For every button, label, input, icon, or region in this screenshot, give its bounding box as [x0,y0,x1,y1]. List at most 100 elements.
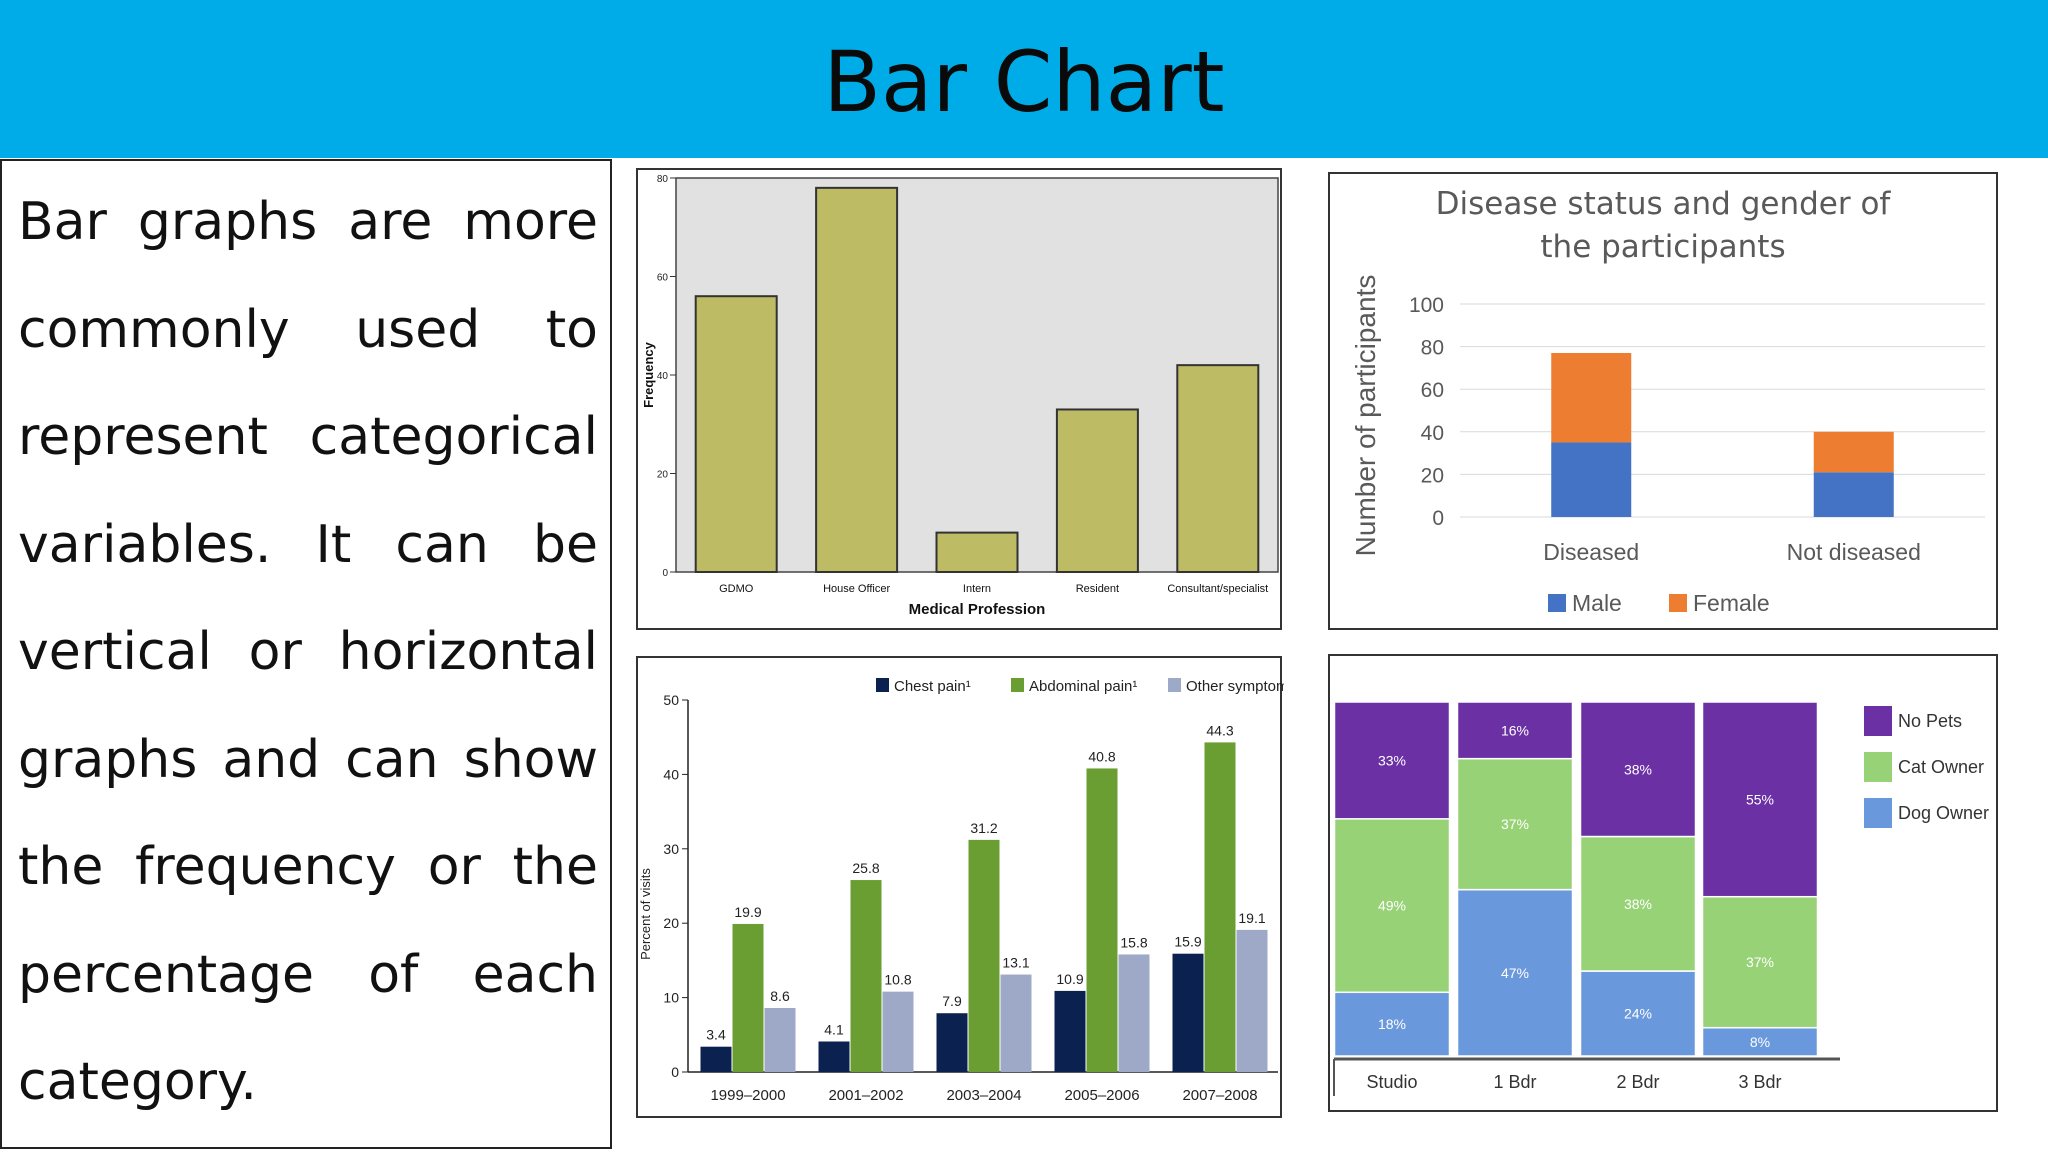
y-tick-label: 20 [663,915,679,931]
bar-abdominal-pain-2 [968,839,1000,1072]
y-axis-label: Frequency [641,341,656,408]
data-label: 19.1 [1238,910,1265,926]
y-tick-label: 50 [663,692,679,708]
y-tick-label: 40 [1421,422,1444,445]
data-label: 7.9 [942,993,962,1009]
data-label: 40.8 [1088,748,1115,764]
y-tick-label: 40 [657,371,669,382]
segment-dog-owner-2 [1579,970,1697,1057]
x-tick-label: 2001–2002 [828,1087,903,1104]
segment-no-pets-3 [1701,701,1819,898]
y-tick-label: 20 [1421,464,1444,487]
y-tick-label: 40 [663,766,679,782]
y-tick-label: 20 [657,470,669,481]
x-tick-label: House Officer [823,583,890,595]
x-tick-label: 2007–2008 [1182,1087,1257,1104]
bar-chest-pain-1 [818,1041,850,1072]
bar-other-symptoms-3 [1118,954,1150,1072]
chart-pet-ownership-svg: 18% 49% 33% Studio 47% 37% 16% 1 Bdr 24% 38% 38% 2 … [1333,701,1989,1096]
legend-swatch-2 [1168,678,1181,692]
segment-no-pets-2 [1579,701,1697,838]
segment-label: 24% [1624,1006,1652,1022]
bar-female-diseased [1551,352,1632,443]
data-label: 10.8 [884,972,911,988]
bar-abdominal-pain-3 [1086,768,1118,1072]
y-tick-label: 100 [1409,294,1444,317]
x-tick-label: Studio [1366,1072,1417,1092]
chart-medical-profession-svg: 0 20 40 60 80 GDMO House Officer Intern Resident… [641,174,1279,618]
body-text: Bar graphs are more commonly used to rep… [18,192,598,1112]
y-tick-label: 0 [662,568,668,579]
legend-label-2: Other symptoms¹ [1186,678,1284,695]
chart-title-line-1: Disease status and gender of [1436,186,1892,222]
segment-no-pets-0 [1333,701,1451,820]
chart-disease-status: Disease status and gender of the particip… [1328,172,1998,630]
x-axis-label: Medical Profession [909,601,1046,618]
text-box: Bar graphs are more commonly used to rep… [0,159,612,1149]
slide-title: Bar Chart [823,33,1225,131]
legend-label-1: Abdominal pain¹ [1029,678,1137,695]
legend-label-dog-owner: Dog Owner [1898,803,1989,823]
segment-label: 18% [1378,1016,1406,1032]
y-tick-label: 0 [671,1064,679,1080]
data-label: 19.9 [734,904,761,920]
legend-swatch-0 [876,678,889,692]
bar-other-symptoms-1 [882,991,914,1072]
bar-abdominal-pain-0 [732,923,764,1072]
bar-consultant-specialist [1176,364,1260,573]
data-label: 10.9 [1056,971,1083,987]
chart-pet-ownership: 18% 49% 33% Studio 47% 37% 16% 1 Bdr 24% 38% 38% 2 … [1328,654,1998,1112]
segment-label: 47% [1501,965,1529,981]
x-tick-label: Intern [963,583,991,595]
data-label: 15.8 [1120,934,1147,950]
legend-swatch-cat-owner [1864,752,1892,782]
bar-intern [935,531,1019,574]
chart-percent-visits: 0 10 20 30 40 50 3.4 19.9 8.6 1999–2000 4.1 25.8 10.… [636,656,1284,1118]
y-axis-label: Percent of visits [638,868,653,960]
bar-resident [1055,408,1139,573]
chart-title-line-2: the participants [1540,229,1785,265]
data-label: 13.1 [1002,955,1029,971]
x-tick-label: Consultant/specialist [1167,583,1268,595]
bar-other-symptoms-2 [1000,974,1032,1072]
x-tick-label: 2 Bdr [1616,1072,1659,1092]
y-axis-label: Number of participants [1350,275,1381,557]
legend-swatch-dog-owner [1864,798,1892,828]
x-tick-label: GDMO [719,583,754,595]
legend-label-no-pets: No Pets [1898,711,1962,731]
segment-no-pets-1 [1456,701,1574,760]
y-tick-label: 0 [1432,507,1444,530]
bar-chest-pain-0 [700,1046,732,1072]
segment-dog-owner-0 [1333,991,1451,1057]
segment-cat-owner-1 [1456,757,1574,891]
legend-swatch-1 [1011,678,1024,692]
chart-medical-profession: 0 20 40 60 80 GDMO House Officer Intern Resident… [636,168,1282,630]
segment-label: 33% [1378,752,1406,768]
legend-label-cat-owner: Cat Owner [1898,757,1984,777]
y-tick-label: 60 [657,273,669,284]
segment-label: 38% [1624,761,1652,777]
x-tick-label: Diseased [1543,539,1639,565]
bar-chest-pain-2 [936,1013,968,1072]
bar-house-officer [815,186,899,573]
bar-abdominal-pain-4 [1204,742,1236,1072]
data-label: 8.6 [770,988,790,1004]
x-tick-label: Resident [1076,583,1119,595]
y-tick-label: 60 [1421,379,1444,402]
bar-abdominal-pain-1 [850,880,882,1072]
legend-label-male: Male [1572,590,1622,616]
legend-label-female: Female [1693,590,1770,616]
data-label: 3.4 [706,1027,726,1043]
bar-chest-pain-4 [1172,953,1204,1072]
x-tick-label: 2005–2006 [1064,1087,1139,1104]
segment-label: 37% [1746,954,1774,970]
chart-percent-visits-svg: 0 10 20 30 40 50 3.4 19.9 8.6 1999–2000 4.1 25.8 10.… [638,678,1284,1104]
data-label: 31.2 [970,820,997,836]
bar-other-symptoms-0 [764,1008,796,1072]
x-tick-label: 1 Bdr [1493,1072,1536,1092]
y-tick-label: 10 [663,990,679,1006]
x-tick-label: 3 Bdr [1738,1072,1781,1092]
segment-cat-owner-3 [1701,895,1819,1029]
segment-label: 16% [1501,722,1529,738]
segment-cat-owner-2 [1579,835,1697,972]
